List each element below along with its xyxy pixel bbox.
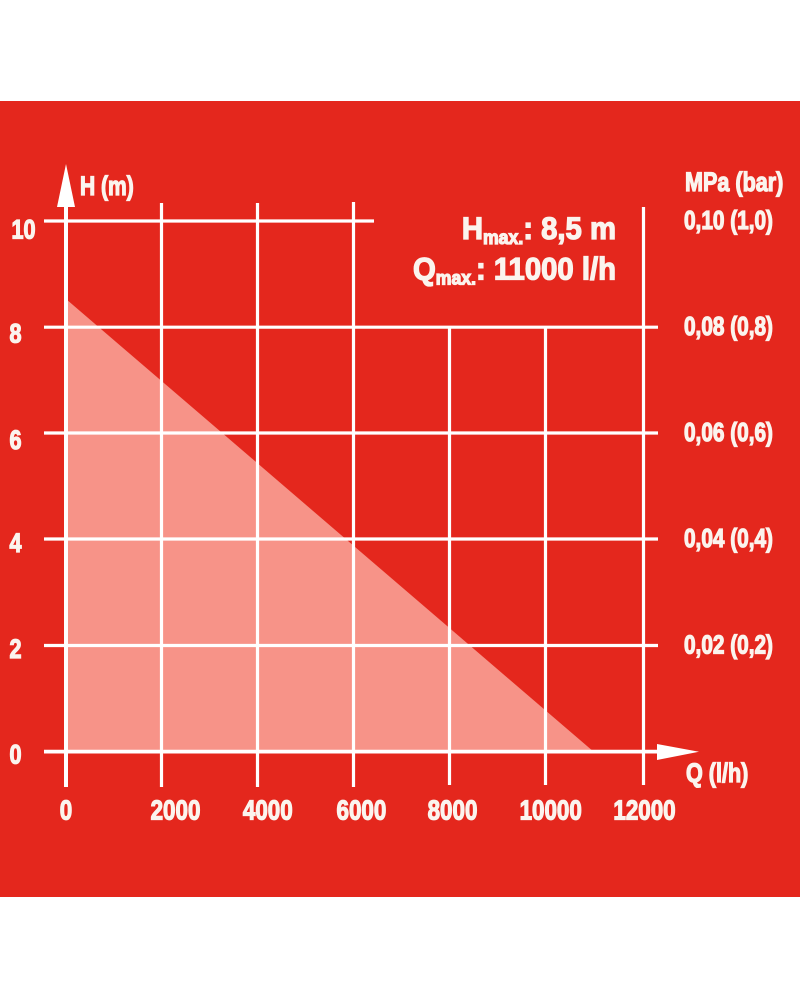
svg-text:6000: 6000 [336,795,386,826]
svg-text:H (m): H (m) [80,172,134,202]
svg-text:2000: 2000 [151,795,201,826]
svg-text:0,08 (0,8): 0,08 (0,8) [684,312,773,341]
svg-text:0,04 (0,4): 0,04 (0,4) [684,524,773,553]
svg-text:0,02 (0,2): 0,02 (0,2) [684,630,773,659]
svg-text:8000: 8000 [428,795,478,826]
svg-text:6: 6 [10,426,22,456]
svg-text:12000: 12000 [613,795,675,826]
svg-text:4000: 4000 [243,795,293,826]
svg-text:Q (l/h): Q (l/h) [686,759,748,789]
svg-text:8: 8 [10,319,22,349]
svg-text:4: 4 [10,529,22,559]
svg-text:10: 10 [12,215,36,245]
svg-text:0,10 (1,0): 0,10 (1,0) [684,206,773,235]
svg-text:MPa (bar): MPa (bar) [685,168,783,198]
svg-text:2: 2 [10,635,22,665]
svg-text:0: 0 [10,740,22,770]
svg-text:0,06 (0,6): 0,06 (0,6) [684,418,773,447]
svg-text:Hmax.: 8,5 m: Hmax.: 8,5 m [462,211,616,248]
svg-text:0: 0 [60,795,72,826]
svg-text:10000: 10000 [520,795,582,826]
